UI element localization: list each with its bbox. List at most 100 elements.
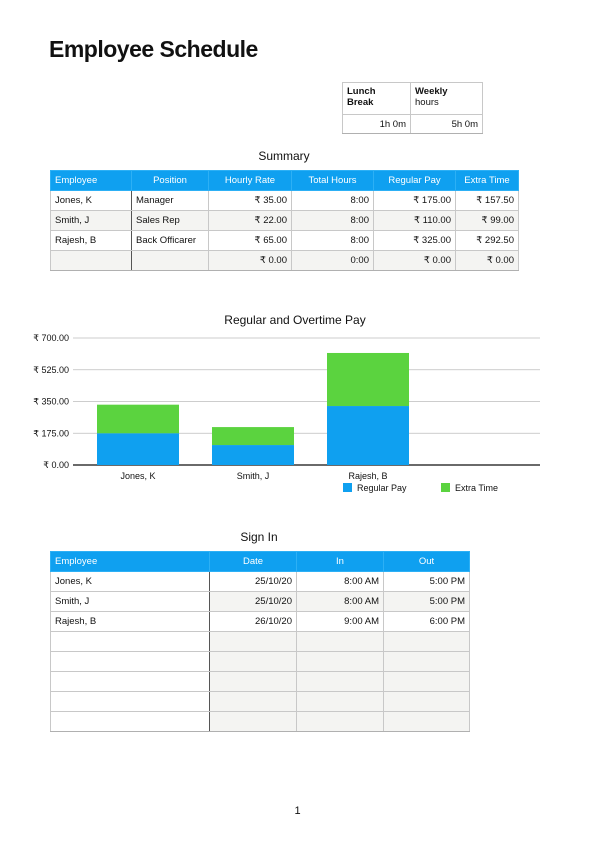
cell-in[interactable] <box>296 631 384 652</box>
lunch-break-table: Lunch Break Weekly hours 1h 0m 5h 0m <box>342 82 483 134</box>
bar-extra-time <box>97 404 179 434</box>
table-row: Smith, J 25/10/20 8:00 AM 5:00 PM <box>50 591 470 612</box>
cell-date[interactable] <box>209 711 297 732</box>
cell-position[interactable]: Sales Rep <box>131 210 209 231</box>
bar-regular-pay <box>97 433 179 465</box>
y-tick-label: ₹ 525.00 <box>33 365 69 375</box>
summary-table: Employee Position Hourly Rate Total Hour… <box>50 170 519 271</box>
cell-in[interactable] <box>296 671 384 692</box>
cell-employee[interactable]: Jones, K <box>50 190 132 211</box>
cell-date[interactable] <box>209 671 297 692</box>
cell-extra-time[interactable]: ₹ 292.50 <box>455 230 519 251</box>
cell-total-hours[interactable]: 8:00 <box>291 190 374 211</box>
cell-employee[interactable] <box>50 631 210 652</box>
cell-in[interactable] <box>296 651 384 672</box>
table-row: ₹ 0.00 0:00 ₹ 0.00 ₹ 0.00 <box>50 250 519 271</box>
cell-out[interactable]: 5:00 PM <box>383 591 470 612</box>
bar-regular-pay <box>327 406 409 465</box>
cell-employee[interactable] <box>50 711 210 732</box>
cell-extra-time[interactable]: ₹ 157.50 <box>455 190 519 211</box>
cell-regular-pay[interactable]: ₹ 110.00 <box>373 210 456 231</box>
legend-label-extra-time: Extra Time <box>455 483 498 493</box>
cell-total-hours[interactable]: 8:00 <box>291 230 374 251</box>
table-row: Rajesh, B Back Officarer ₹ 65.00 8:00 ₹ … <box>50 230 519 251</box>
cell-out[interactable] <box>383 671 470 692</box>
summary-header-row: Employee Position Hourly Rate Total Hour… <box>50 170 519 191</box>
legend-swatch-extra-time <box>441 483 450 492</box>
cell-employee[interactable] <box>50 691 210 712</box>
table-row <box>50 651 470 672</box>
cell-in[interactable]: 9:00 AM <box>296 611 384 632</box>
bar-regular-pay <box>212 445 294 465</box>
cell-employee[interactable] <box>50 671 210 692</box>
cell-regular-pay[interactable]: ₹ 175.00 <box>373 190 456 211</box>
cell-employee[interactable]: Smith, J <box>50 210 132 231</box>
table-row: Smith, J Sales Rep ₹ 22.00 8:00 ₹ 110.00… <box>50 210 519 231</box>
col-header-in: In <box>296 551 384 572</box>
cell-employee[interactable] <box>50 651 210 672</box>
x-tick-label: Jones, K <box>120 471 155 481</box>
col-header-date: Date <box>209 551 297 572</box>
summary-title: Summary <box>258 149 310 163</box>
bar-extra-time <box>212 427 294 446</box>
col-header-position: Position <box>131 170 209 191</box>
cell-extra-time[interactable]: ₹ 99.00 <box>455 210 519 231</box>
cell-out[interactable] <box>383 631 470 652</box>
cell-total-hours[interactable]: 0:00 <box>291 250 374 271</box>
legend-swatch-regular-pay <box>343 483 352 492</box>
cell-in[interactable] <box>296 691 384 712</box>
x-tick-label: Smith, J <box>237 471 270 481</box>
cell-date[interactable] <box>209 631 297 652</box>
legend-label-regular-pay: Regular Pay <box>357 483 407 493</box>
cell-date[interactable] <box>209 691 297 712</box>
lunch-break-value[interactable]: 1h 0m <box>342 114 411 134</box>
cell-employee[interactable]: Rajesh, B <box>50 611 210 632</box>
cell-date[interactable]: 25/10/20 <box>209 571 297 592</box>
page-number: 1 <box>294 805 301 817</box>
weekly-hours-value[interactable]: 5h 0m <box>410 114 483 134</box>
table-row <box>50 711 470 732</box>
cell-out[interactable] <box>383 651 470 672</box>
cell-extra-time[interactable]: ₹ 0.00 <box>455 250 519 271</box>
col-header-employee: Employee <box>50 170 132 191</box>
col-header-regular-pay: Regular Pay <box>373 170 456 191</box>
cell-in[interactable]: 8:00 AM <box>296 591 384 612</box>
cell-hourly-rate[interactable]: ₹ 35.00 <box>208 190 292 211</box>
signin-header-row: Employee Date In Out <box>50 551 470 572</box>
col-header-extra-time: Extra Time <box>455 170 519 191</box>
cell-employee[interactable]: Jones, K <box>50 571 210 592</box>
table-row <box>50 671 470 692</box>
cell-regular-pay[interactable]: ₹ 325.00 <box>373 230 456 251</box>
cell-employee[interactable]: Rajesh, B <box>50 230 132 251</box>
cell-out[interactable] <box>383 711 470 732</box>
y-tick-label: ₹ 175.00 <box>33 428 69 438</box>
cell-hourly-rate[interactable]: ₹ 65.00 <box>208 230 292 251</box>
col-header-out: Out <box>383 551 470 572</box>
y-tick-label: ₹ 0.00 <box>43 460 69 470</box>
cell-out[interactable] <box>383 691 470 712</box>
cell-date[interactable]: 26/10/20 <box>209 611 297 632</box>
cell-date[interactable] <box>209 651 297 672</box>
signin-table: Employee Date In Out Jones, K 25/10/20 8:0… <box>50 551 470 732</box>
cell-out[interactable]: 6:00 PM <box>383 611 470 632</box>
cell-out[interactable]: 5:00 PM <box>383 571 470 592</box>
cell-in[interactable] <box>296 711 384 732</box>
cell-position[interactable]: Back Officarer <box>131 230 209 251</box>
cell-position[interactable] <box>131 250 209 271</box>
cell-hourly-rate[interactable]: ₹ 22.00 <box>208 210 292 231</box>
cell-total-hours[interactable]: 8:00 <box>291 210 374 231</box>
cell-employee[interactable]: Smith, J <box>50 591 210 612</box>
col-header-employee: Employee <box>50 551 210 572</box>
bar-extra-time <box>327 352 409 407</box>
chart-title: Regular and Overtime Pay <box>224 313 366 327</box>
weekly-hours-header: Weekly hours <box>410 82 483 115</box>
cell-date[interactable]: 25/10/20 <box>209 591 297 612</box>
cell-hourly-rate[interactable]: ₹ 0.00 <box>208 250 292 271</box>
col-header-total-hours: Total Hours <box>291 170 374 191</box>
x-tick-label: Rajesh, B <box>348 471 387 481</box>
cell-regular-pay[interactable]: ₹ 0.00 <box>373 250 456 271</box>
table-row <box>50 691 470 712</box>
cell-in[interactable]: 8:00 AM <box>296 571 384 592</box>
cell-position[interactable]: Manager <box>131 190 209 211</box>
cell-employee[interactable] <box>50 250 132 271</box>
